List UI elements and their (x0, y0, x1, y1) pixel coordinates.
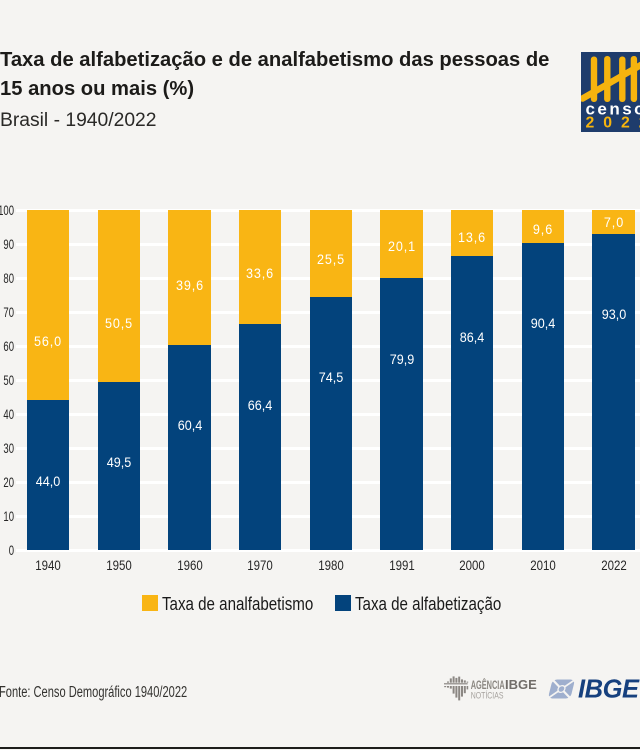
svg-text:NOTÍCIAS: NOTÍCIAS (471, 691, 504, 701)
svg-text:AGÊNCIA: AGÊNCIA (471, 677, 505, 693)
svg-text:IBGE: IBGE (578, 677, 640, 701)
svg-text:censo: censo (586, 99, 640, 118)
svg-text:IBGE: IBGE (505, 677, 537, 692)
